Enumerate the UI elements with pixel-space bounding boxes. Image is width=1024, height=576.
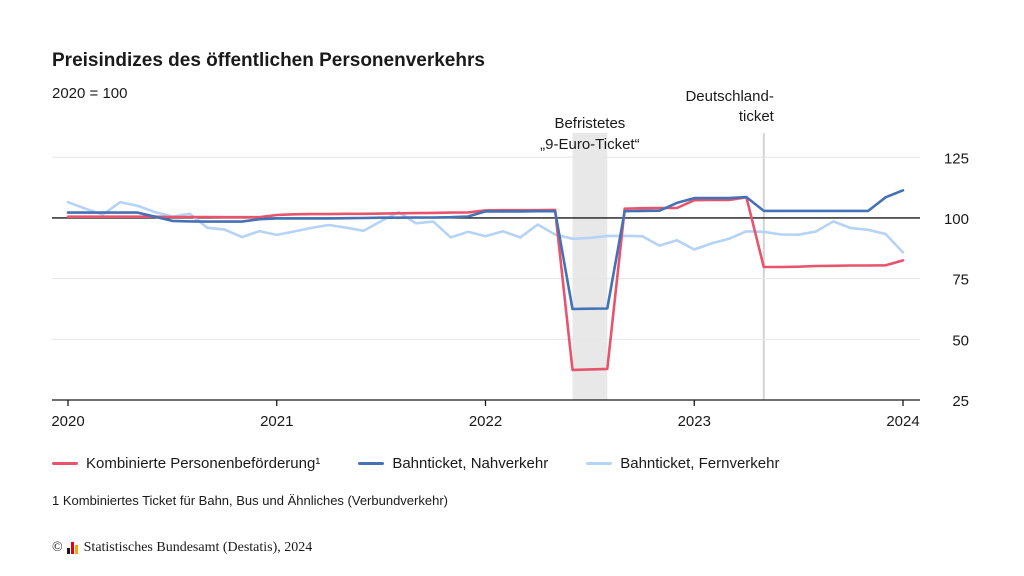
logo-bar-red bbox=[70, 542, 74, 554]
annotation-band-9-euro-ticket bbox=[572, 133, 608, 400]
x-tick-label-2022: 2022 bbox=[469, 413, 502, 430]
series-line-regional-rail bbox=[66, 189, 905, 311]
footnote: 1 Kombiniertes Ticket für Bahn, Bus und … bbox=[52, 493, 448, 508]
legend-swatch-regional-rail bbox=[358, 462, 385, 465]
legend-item-combined: Kombinierte Personenbeförderung¹ bbox=[52, 455, 320, 472]
chart-labels: Befristetes „9-Euro-Ticket“ Deutschland-ti… bbox=[51, 88, 969, 430]
legend: Kombinierte Personenbeförderung¹ Bahntic… bbox=[52, 455, 817, 472]
series-line-long-distance-rail bbox=[66, 200, 905, 254]
chart-title: Preisindizes des öffentlichen Personenve… bbox=[52, 50, 485, 71]
y-tick-label-75: 75 bbox=[952, 272, 969, 289]
series-lines bbox=[66, 189, 905, 372]
y-tick-label-25: 25 bbox=[952, 393, 969, 410]
x-tick-label-2020: 2020 bbox=[51, 413, 84, 430]
x-tick-label-2021: 2021 bbox=[260, 413, 293, 430]
source-text: Statistisches Bundesamt (Destatis), 2024 bbox=[83, 540, 313, 555]
annotation-label-deutschlandticket: ticket bbox=[739, 108, 775, 125]
y-tick-label-125: 125 bbox=[944, 150, 969, 167]
legend-item-long-distance-rail: Bahnticket, Fernverkehr bbox=[586, 455, 779, 472]
x-tick-label-2024: 2024 bbox=[886, 413, 919, 430]
logo-bar-black bbox=[66, 548, 70, 554]
series-line-combined bbox=[66, 196, 905, 372]
chart-subtitle: 2020 = 100 bbox=[52, 85, 128, 102]
chart-background-layer bbox=[572, 133, 765, 400]
legend-item-regional-rail: Bahnticket, Nahverkehr bbox=[358, 455, 548, 472]
source-line: © Statistisches Bundesamt (Destatis), 20… bbox=[52, 540, 312, 556]
logo-bar-yellow bbox=[74, 545, 78, 554]
gridlines bbox=[52, 156, 920, 340]
legend-swatch-combined bbox=[52, 462, 78, 465]
legend-label-long-distance-rail: Bahnticket, Fernverkehr bbox=[620, 455, 780, 472]
y-tick-label-100: 100 bbox=[944, 211, 969, 228]
legend-swatch-long-distance-rail bbox=[586, 462, 613, 465]
y-tick-label-50: 50 bbox=[952, 332, 969, 349]
x-tick-label-2023: 2023 bbox=[678, 413, 711, 430]
annotation-label-deutschlandticket: Deutschland- bbox=[685, 88, 773, 105]
copyright-symbol: © bbox=[52, 540, 63, 555]
annotation-label-9-euro-ticket: „9-Euro-Ticket“ bbox=[540, 136, 639, 153]
legend-label-regional-rail: Bahnticket, Nahverkehr bbox=[392, 455, 549, 472]
annotation-label-9-euro-ticket: Befristetes bbox=[554, 115, 625, 132]
destatis-logo-icon bbox=[66, 542, 79, 554]
x-axis bbox=[52, 399, 920, 406]
legend-label-combined: Kombinierte Personenbeförderung¹ bbox=[86, 455, 321, 472]
